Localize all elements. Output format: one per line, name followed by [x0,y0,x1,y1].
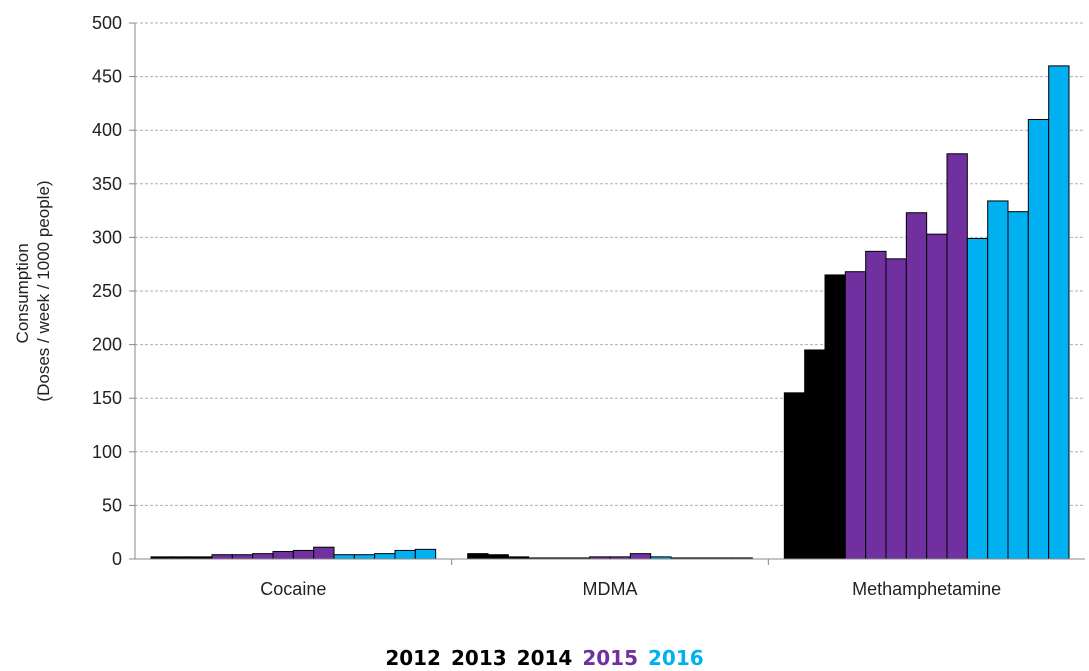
x-category-labels: Cocaine MDMA Methamphetamine [260,579,1001,599]
y-tick-labels: 0 50 100 150 200 250 300 350 400 450 500 [92,13,122,569]
bar-cocaine-4 [231,554,254,560]
chart: 0 50 100 150 200 250 300 350 400 450 500 Cocaine MD… [13,13,1085,599]
bar-methamphetamine-9 [966,237,989,560]
legend-2012: 2012 [385,646,441,670]
bar-cocaine-11 [374,553,396,560]
legend-2013: 2013 [450,646,507,670]
bar-methamphetamine-3 [844,271,867,560]
bar-cocaine-9 [333,554,355,560]
bar-methamphetamine-8 [946,153,968,560]
bars [150,65,1070,560]
x-category-label: MDMA [583,579,638,599]
bar-methamphetamine-11 [1007,211,1029,560]
bar-cocaine-5 [252,553,274,560]
bar-methamphetamine-10 [987,200,1009,560]
bar-cocaine-13 [414,548,437,560]
bar-mdma-8 [629,553,652,560]
bar-methamphetamine-7 [926,233,948,560]
y-tick-label: 150 [92,388,122,408]
y-tick-label: 50 [102,495,122,515]
legend-2016: 2016 [648,646,704,670]
axes [134,23,1085,560]
x-category-label: Cocaine [260,579,326,599]
y-tick-label: 200 [92,335,122,355]
y-tick-label: 450 [92,67,122,87]
y-axis-label-line-1: Consumption [13,243,32,343]
y-tick-label: 400 [92,120,122,140]
y-tick-label: 350 [92,174,122,194]
legend: 2012 2013 2014 2015 2016 [0,646,1089,670]
bar-mdma-0 [467,553,489,560]
bar-methamphetamine-5 [885,258,907,560]
bar-cocaine-6 [272,551,294,560]
bar-cocaine-3 [211,554,233,560]
bar-cocaine-10 [353,554,376,560]
bar-methamphetamine-1 [804,349,826,560]
x-category-label: Methamphetamine [852,579,1001,599]
y-tick-label: 100 [92,442,122,462]
y-axis-label: Consumption (Doses / week / 1000 people) [13,180,53,401]
legend-2015: 2015 [582,646,638,670]
y-tick-label: 250 [92,281,122,301]
y-tick-label: 300 [92,227,122,247]
bar-methamphetamine-12 [1027,118,1050,560]
bar-cocaine-7 [292,549,315,560]
bar-methamphetamine-4 [865,250,887,560]
y-tick-label: 0 [112,549,122,569]
y-axis-label-line-2: (Doses / week / 1000 people) [34,180,53,401]
bar-cocaine-8 [313,546,335,560]
bar-cocaine-12 [394,549,416,560]
y-tick-label: 500 [92,13,122,33]
legend-2014: 2014 [516,646,573,670]
bar-methamphetamine-13 [1048,65,1070,560]
bar-methamphetamine-2 [824,274,846,560]
bar-methamphetamine-0 [783,392,806,560]
bar-methamphetamine-6 [905,212,928,560]
bar-mdma-1 [487,554,509,560]
